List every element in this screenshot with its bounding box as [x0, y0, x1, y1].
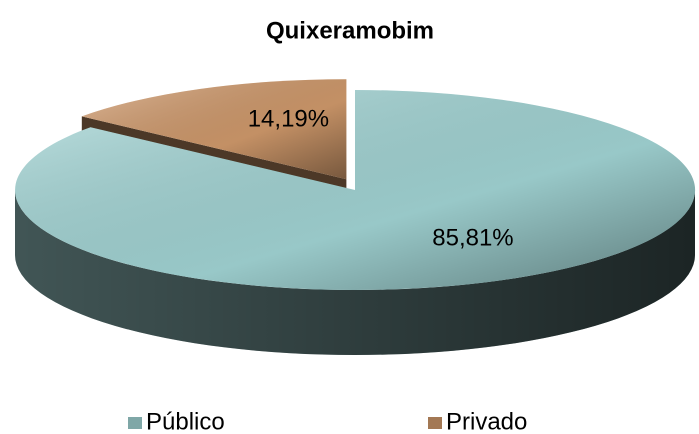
- slice-side-shade: [15, 190, 695, 355]
- data-label: 14,19%: [248, 105, 329, 132]
- slice-shade: [15, 90, 696, 290]
- chart-title: Quixeramobim: [266, 17, 434, 44]
- legend-swatch: [128, 417, 142, 429]
- slice-shade: [81, 79, 347, 180]
- legend-label: Público: [146, 408, 225, 434]
- legend-swatch: [428, 417, 442, 429]
- legend-label: Privado: [446, 408, 527, 434]
- data-label: 85,81%: [432, 224, 513, 251]
